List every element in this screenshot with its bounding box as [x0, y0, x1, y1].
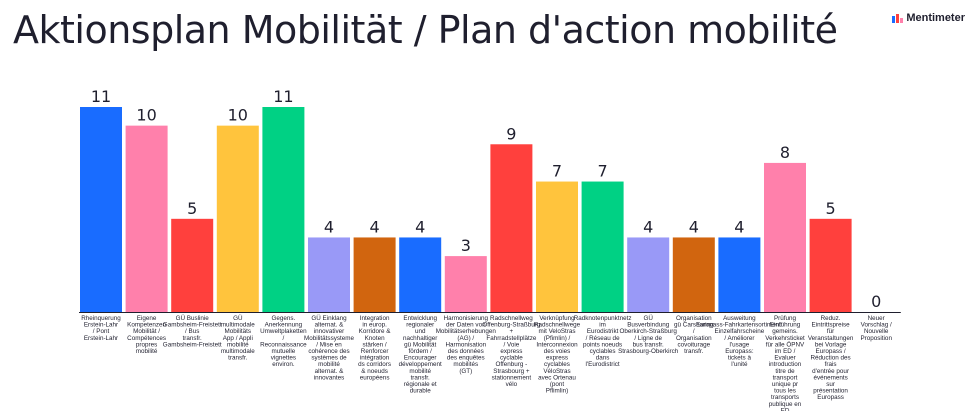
- bar: [171, 218, 214, 312]
- bar-value-label: 3: [461, 236, 471, 255]
- bar-group: 10 GÜ multimodale Mobilitäts App / Appli mobi…: [216, 106, 259, 362]
- bar-value-label: 10: [136, 106, 156, 125]
- bar-value-label: 4: [370, 217, 380, 236]
- bar-value-label: 4: [415, 217, 425, 236]
- category-label: Entwicklung regionaler und nachhaltiger gü M…: [399, 315, 442, 395]
- page-title: Aktionsplan Mobilität / Plan d'action mo…: [13, 8, 838, 52]
- bar: [581, 181, 624, 312]
- category-label: GÜ Buslinie Gambsheim-Freistett / Bus trans…: [163, 314, 222, 348]
- bar-group: 4 Organisation gü Carsharing / Organisation c…: [672, 217, 715, 355]
- bar-value-label: 4: [324, 217, 334, 236]
- bar-value-label: 10: [228, 106, 248, 125]
- bar: [444, 256, 487, 312]
- category-label: GÜ Einklang alternat. & innovativer Mobilit…: [304, 314, 355, 381]
- bar-group: 4 Ausweitung Europass-Fahrkartensortiment:…: [696, 217, 783, 368]
- bar: [80, 107, 122, 312]
- bar-group: 4 Entwicklung regionaler und nachhaltiger gü …: [399, 217, 442, 394]
- bar-value-label: 5: [826, 199, 836, 218]
- bar: [672, 237, 715, 312]
- bar-group: 7 Verknüpfung Radschnellwege mit VeloStras(…: [534, 162, 581, 395]
- bar: [718, 237, 761, 312]
- category-label: Radknotenpunktnetz im Eurodistrikt / Réseau…: [574, 315, 632, 368]
- bar-group: 8 Prüfung Einführung gemeins. Verkehrsticket…: [764, 143, 806, 411]
- brand-name: Mentimeter: [906, 12, 965, 24]
- bar-value-label: 4: [643, 217, 653, 236]
- bar: [536, 181, 578, 312]
- bar: [125, 125, 168, 313]
- bar-group: 5 Reduz. Eintrittspreise für Veranstaltungen…: [808, 199, 854, 401]
- bar-group: 11 Gegens. Anerkennung Umweltplaketten / Reco…: [260, 87, 307, 368]
- bar-value-label: 4: [734, 217, 744, 236]
- bar-group: 10 Eigene Kompetenzen Mobilität / Compétence…: [125, 106, 168, 355]
- bar-value-label: 0: [871, 292, 881, 311]
- bar: [353, 237, 396, 312]
- category-label: Harmonisierung der Daten von Mobilitätserh…: [436, 315, 497, 375]
- bar: [308, 237, 350, 312]
- bar-group: 5 GÜ Buslinie Gambsheim-Freistett / Bus tran…: [163, 199, 222, 349]
- category-label: Neuer Vorschlag / Nouvelle Proposition: [860, 315, 892, 342]
- bar-group: 7 Radknotenpunktnetz im Eurodistrikt / Résea…: [574, 162, 632, 369]
- category-label: Rheinquerung Erstein-Lahr / Pont Erstein-La…: [81, 315, 121, 342]
- category-label: Prüfung Einführung gemeins. Verkehrsticket f…: [765, 315, 805, 411]
- bar-group: 3 Harmonisierung der Daten von Mobilitätser…: [436, 236, 497, 375]
- bar-group: 4 Integration in europ. Korridore & Knoten st…: [353, 217, 396, 381]
- bar: [399, 237, 442, 312]
- bar: [809, 218, 852, 312]
- bar-value-label: 7: [552, 162, 562, 181]
- category-label: Ausweitung Europass-Fahrkartensortiment: E…: [696, 315, 783, 368]
- bar: [490, 144, 533, 312]
- bar-group: 4 GÜ Busverbindung Oberkirch-Straßburg / Lig…: [618, 217, 679, 355]
- category-label: GÜ multimodale Mobilitäts App / Appli mobili…: [221, 314, 255, 362]
- bar-value-label: 5: [187, 199, 197, 218]
- bar-value-label: 11: [273, 87, 293, 106]
- bar-value-label: 11: [91, 87, 111, 106]
- category-label: Gegens. Anerkennung Umweltplaketten / Reconn…: [260, 315, 307, 368]
- bar: [627, 237, 670, 312]
- category-label: Integration in europ. Korridore & Knoten stä…: [358, 315, 391, 381]
- bar-group: 9 Radschnellweg Offenburg-Straßburg + Fahrra…: [482, 124, 540, 388]
- bar-group: 0 Neuer Vorschlag / Nouvelle Proposition: [860, 292, 892, 342]
- category-label: Verknüpfung Radschnellwege mit VeloStras (P…: [534, 315, 581, 395]
- bar-group: 11 Rheinquerung Erstein-Lahr / Pont Erstein-…: [80, 87, 122, 342]
- brand-logo[interactable]: Mentimeter: [892, 12, 965, 24]
- bar: [262, 107, 305, 312]
- bar: [216, 125, 259, 313]
- bar-value-label: 4: [689, 217, 699, 236]
- category-label: Reduz. Eintrittspreise für Veranstaltungen b…: [808, 315, 854, 401]
- category-label: Radschnellweg Offenburg-Straßburg + Fahrrad…: [482, 315, 540, 388]
- category-label: GÜ Busverbindung Oberkirch-Straßburg / Lign…: [618, 314, 679, 355]
- mentimeter-logo-icon: [892, 13, 904, 23]
- bar-value-label: 9: [506, 124, 516, 143]
- bar-group: 4 GÜ Einklang alternat. & innovativer Mobili…: [304, 217, 355, 381]
- category-label: Organisation gü Carsharing / Organisation co…: [674, 315, 714, 355]
- bar-value-label: 8: [780, 143, 790, 162]
- category-label: Eigene Kompetenzen Mobilität / Compétences p…: [127, 315, 166, 355]
- bar-value-label: 7: [598, 162, 608, 181]
- bar: [764, 162, 806, 312]
